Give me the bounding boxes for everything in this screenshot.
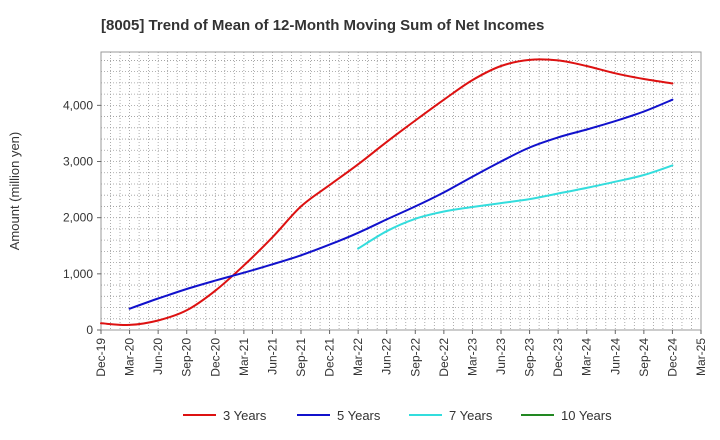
x-tick-layer: Dec-19 Mar-20 Jun-20 Sep-20 Dec-20 Mar-21 Jun-… [94, 330, 708, 377]
x-tick-label: Mar-21 [237, 338, 251, 376]
x-tick-label: Dec-21 [323, 338, 337, 377]
grid-layer [101, 52, 701, 330]
x-tick-label: Sep-23 [523, 338, 537, 377]
x-tick-label: Mar-22 [351, 338, 365, 376]
x-tick-label: Mar-23 [465, 338, 479, 376]
x-tick-label: Dec-19 [94, 338, 108, 377]
y-tick-label: 0 [86, 323, 93, 337]
x-tick-label: Dec-24 [665, 338, 679, 377]
x-tick-label: Sep-24 [637, 338, 651, 377]
x-tick-label: Jun-24 [608, 338, 622, 375]
x-tick-label: Mar-25 [694, 338, 708, 376]
x-tick-label: Sep-21 [294, 338, 308, 377]
x-tick-label: Mar-24 [580, 338, 594, 376]
y-axis-label: Amount (million yen) [7, 132, 22, 251]
x-tick-label: Jun-23 [494, 338, 508, 375]
y-tick-label: 1,000 [63, 267, 93, 281]
x-tick-label: Jun-20 [151, 338, 165, 375]
legend-label: 7 Years [449, 408, 493, 423]
x-tick-label: Dec-20 [208, 338, 222, 377]
x-tick-label: Sep-22 [408, 338, 422, 377]
legend-label: 3 Years [223, 408, 267, 423]
series-line-7-years [357, 164, 674, 250]
x-tick-label: Jun-22 [380, 338, 394, 375]
x-tick-label: Sep-20 [180, 338, 194, 377]
legend-label: 5 Years [337, 408, 381, 423]
x-tick-label: Dec-22 [437, 338, 451, 377]
y-tick-label: 2,000 [63, 211, 93, 225]
y-tick-label: 3,000 [63, 155, 93, 169]
x-tick-label: Dec-23 [551, 338, 565, 377]
y-tick-layer: 0 1,000 2,000 3,000 4,000 [63, 98, 101, 337]
series-layer [100, 58, 674, 326]
legend-label: 10 Years [561, 408, 612, 423]
series-line-5-years [128, 98, 674, 310]
x-tick-label: Mar-20 [123, 338, 137, 376]
legend: 3 Years 5 Years 7 Years 10 Years [183, 408, 612, 423]
y-tick-label: 4,000 [63, 98, 93, 112]
series-line-3-years [100, 58, 674, 326]
x-tick-label: Jun-21 [265, 338, 279, 375]
chart-title: [8005] Trend of Mean of 12-Month Moving … [101, 17, 544, 34]
